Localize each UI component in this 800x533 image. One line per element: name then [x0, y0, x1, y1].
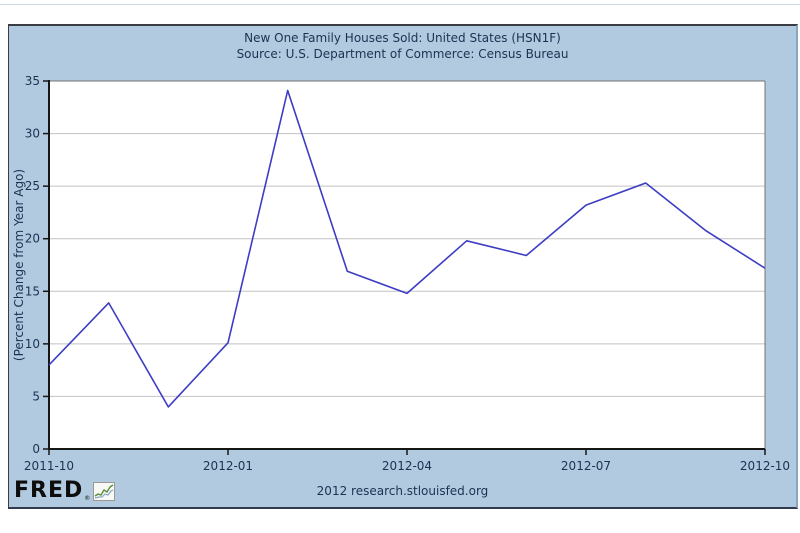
x-axis-tick-label: 2012-04: [382, 459, 432, 473]
y-axis-tick-label: 25: [25, 179, 40, 193]
chart-header: New One Family Houses Sold: United State…: [9, 26, 796, 62]
plot-area: [49, 81, 765, 449]
footer-url: 2012 research.stlouisfed.org: [316, 484, 489, 498]
fred-registered-mark: ®: [84, 495, 91, 502]
chart-source: Source: U.S. Department of Commerce: Cen…: [236, 47, 569, 61]
line-chart: 0 5 10 15 20 25 30 35 2011-10 2012-01 2012-04 2012-…: [12, 74, 790, 473]
x-axis-tick-label: 2012-01: [203, 459, 253, 473]
y-axis-tick-label: 35: [25, 74, 40, 88]
data-line-hsn1f: [48, 89, 766, 408]
chart-title: New One Family Houses Sold: United State…: [244, 31, 561, 45]
y-axis-tick-label: 15: [25, 284, 40, 298]
y-axis-tick-label: 30: [25, 127, 40, 141]
fred-logo: FRED ®: [14, 478, 116, 504]
fred-logo-chart-icon: [93, 481, 116, 501]
y-axis-title: (Percent Change from Year Ago): [12, 169, 26, 361]
x-axis-tick-label: 2012-10: [740, 459, 790, 473]
y-axis-tick-label: 5: [32, 389, 40, 403]
y-axis-tick-label: 10: [25, 337, 40, 351]
y-axis-tick-label: 0: [32, 442, 40, 456]
y-axis-tick-label: 20: [25, 232, 40, 246]
window-top-edge: [0, 4, 800, 5]
fred-chart-panel: New One Family Houses Sold: United State…: [8, 24, 798, 509]
x-axis-tick-label: 2011-10: [24, 459, 74, 473]
x-axis-tick-label: 2012-07: [561, 459, 611, 473]
fred-logo-text: FRED: [14, 478, 84, 503]
